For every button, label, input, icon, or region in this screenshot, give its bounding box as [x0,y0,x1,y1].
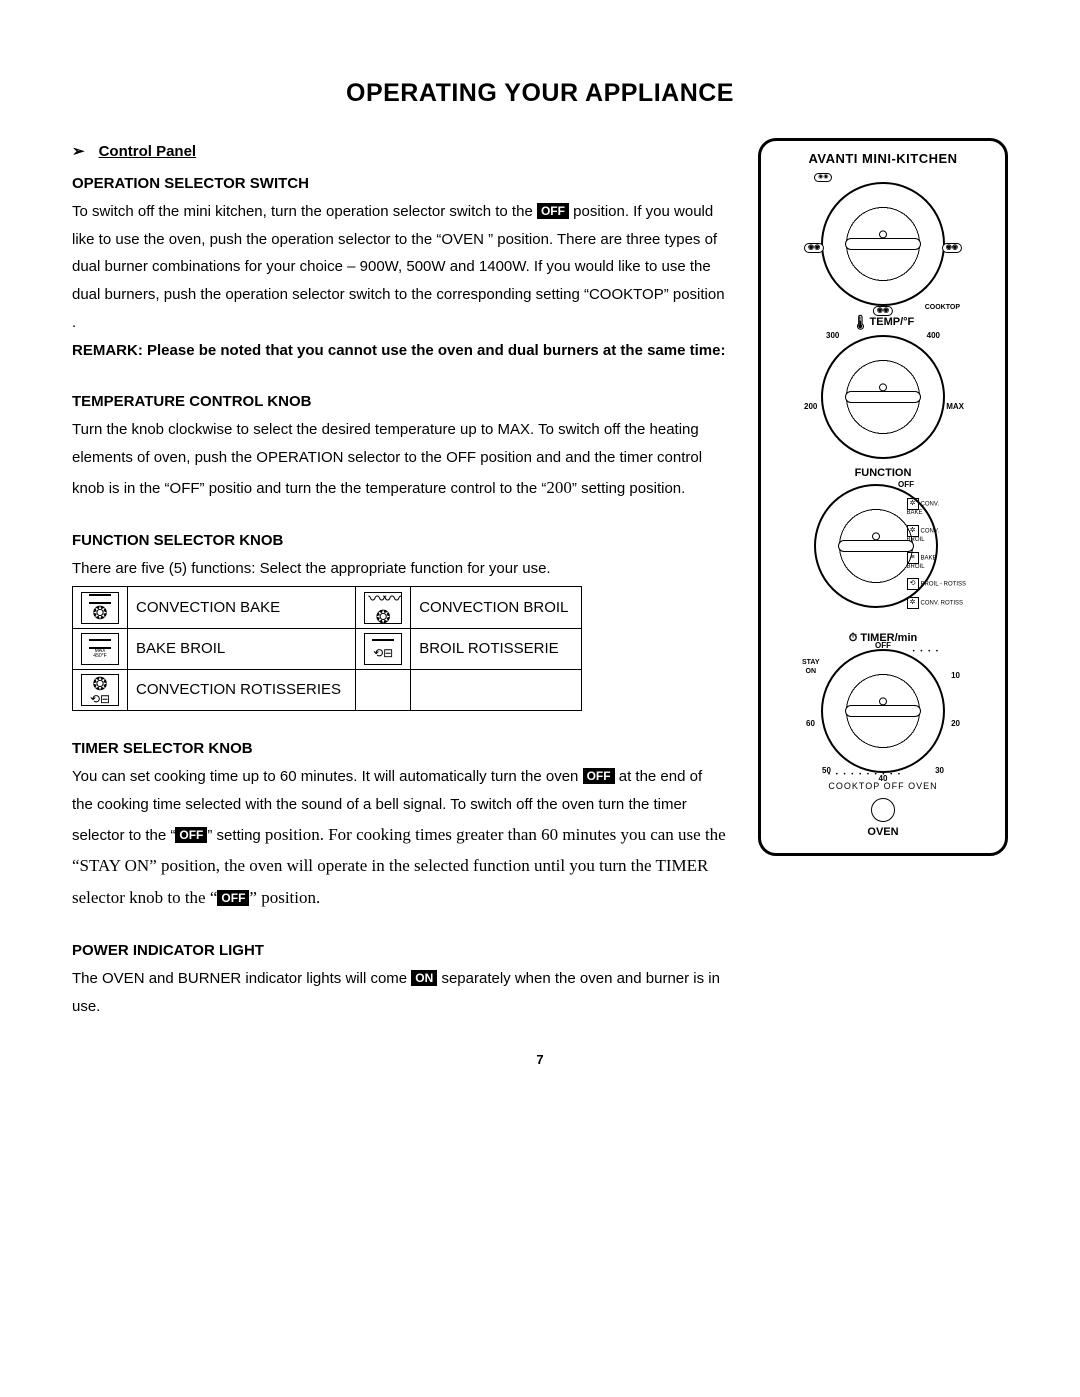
panel-brand: AVANTI MINI-KITCHEN [769,151,997,167]
function-knob: OFF ✲CONV. BAKE ✲CONV. BROIL ≡BAKE BROIL… [808,484,958,624]
tick-20: 20 [951,719,960,729]
broil-rotiss-icon: ⟲⊟ [364,633,402,665]
heading-temperature: TEMPERATURE CONTROL KNOB [72,388,726,416]
text: The OVEN and BURNER indicator lights wil… [72,970,411,987]
tick-max: MAX [946,402,964,412]
heading-power: POWER INDICATOR LIGHT [72,937,726,965]
bake-broil-icon: MAX450°F [81,633,119,665]
label: COOKTOP [925,304,960,312]
function-intro: There are five (5) functions: Select the… [72,555,726,583]
text: 200 [546,478,572,497]
cell: CONVECTION ROTISSERIES [128,670,356,711]
operation-selector-text: To switch off the mini kitchen, turn the… [72,198,726,337]
function-table: ❂ CONVECTION BAKE 〰〰❂ CONVECTION BROIL M… [72,586,582,711]
text: ” setting position. [572,480,685,497]
main-text-column: Control Panel OPERATION SELECTOR SWITCH … [72,138,726,1020]
table-row: MAX450°F BAKE BROIL ⟲⊟ BROIL ROTISSERIE [73,629,582,670]
cell [411,670,582,711]
page-title: OPERATING YOUR APPLIANCE [72,70,1008,116]
cell: CONVECTION BROIL [411,587,582,629]
off-badge: OFF [583,768,615,784]
burner-icon: ◉◉ [814,173,832,182]
conv-bake-icon: ❂ [81,592,119,624]
function-label: FUNCTION [769,467,997,480]
cell: BAKE BROIL [128,629,356,670]
burner-icon: ◉◉ [942,242,962,253]
temperature-text: Turn the knob clockwise to select the de… [72,416,726,503]
temperature-knob: 300 400 200 MAX [808,335,958,459]
conv-broil-icon: 〰〰❂ [364,592,402,624]
burner-icon: ◉◉ [804,242,824,253]
text: You can set cooking time up to 60 minute… [72,768,583,785]
operation-selector-remark: REMARK: Please be noted that you cannot … [72,337,726,365]
tick-stay-on: STAY ON [802,659,820,676]
cell: CONVECTION BAKE [128,587,356,629]
off-badge: OFF [175,827,207,843]
off-badge: OFF [217,890,249,906]
tick-200: 200 [804,402,817,412]
conv-rotiss-icon: ❂⟲⊟ [81,674,119,706]
temp-label: 🌡TEMP/°F [769,314,997,331]
timer-text: You can set cooking time up to 60 minute… [72,763,726,913]
table-row: ❂ CONVECTION BAKE 〰〰❂ CONVECTION BROIL [73,587,582,629]
page-number: 7 [72,1048,1008,1072]
tick-30: 30 [935,766,944,776]
oven-label: OVEN [769,826,997,839]
timer-knob: OFF • • • • STAY ON 10 60 20 50 30 40 • … [808,649,958,773]
text: ” position. [249,888,320,907]
text: To switch off the mini kitchen, turn the… [72,203,537,220]
burner-icon: ◉◉ [873,305,893,316]
section-control-panel: Control Panel [72,138,726,166]
heading-operation-selector: OPERATION SELECTOR SWITCH [72,170,726,198]
table-row: ❂⟲⊟ CONVECTION ROTISSERIES [73,670,582,711]
power-indicator-light [871,798,895,822]
tick-10: 10 [951,671,960,681]
power-text: The OVEN and BURNER indicator lights wil… [72,965,726,1021]
tick-300: 300 [826,331,839,341]
operation-selector-knob: ◉◉ ◉◉ ◉◉ COOKTOP ◉◉ [808,173,958,306]
tick-400: 400 [927,331,940,341]
heading-timer: TIMER SELECTOR KNOB [72,735,726,763]
on-badge: ON [411,970,437,986]
heading-function: FUNCTION SELECTOR KNOB [72,527,726,555]
control-panel-diagram: AVANTI MINI-KITCHEN ◉◉ ◉◉ ◉◉ COOKTOP ◉◉ … [758,138,1008,856]
text: ” setting [207,827,265,844]
cell: BROIL ROTISSERIE [411,629,582,670]
text: position. If you would like to use the o… [72,203,725,331]
tick-60: 60 [806,719,815,729]
function-options: ✲CONV. BAKE ✲CONV. BROIL ≡BAKE BROIL ⟲BR… [907,498,966,616]
off-badge: OFF [537,203,569,219]
